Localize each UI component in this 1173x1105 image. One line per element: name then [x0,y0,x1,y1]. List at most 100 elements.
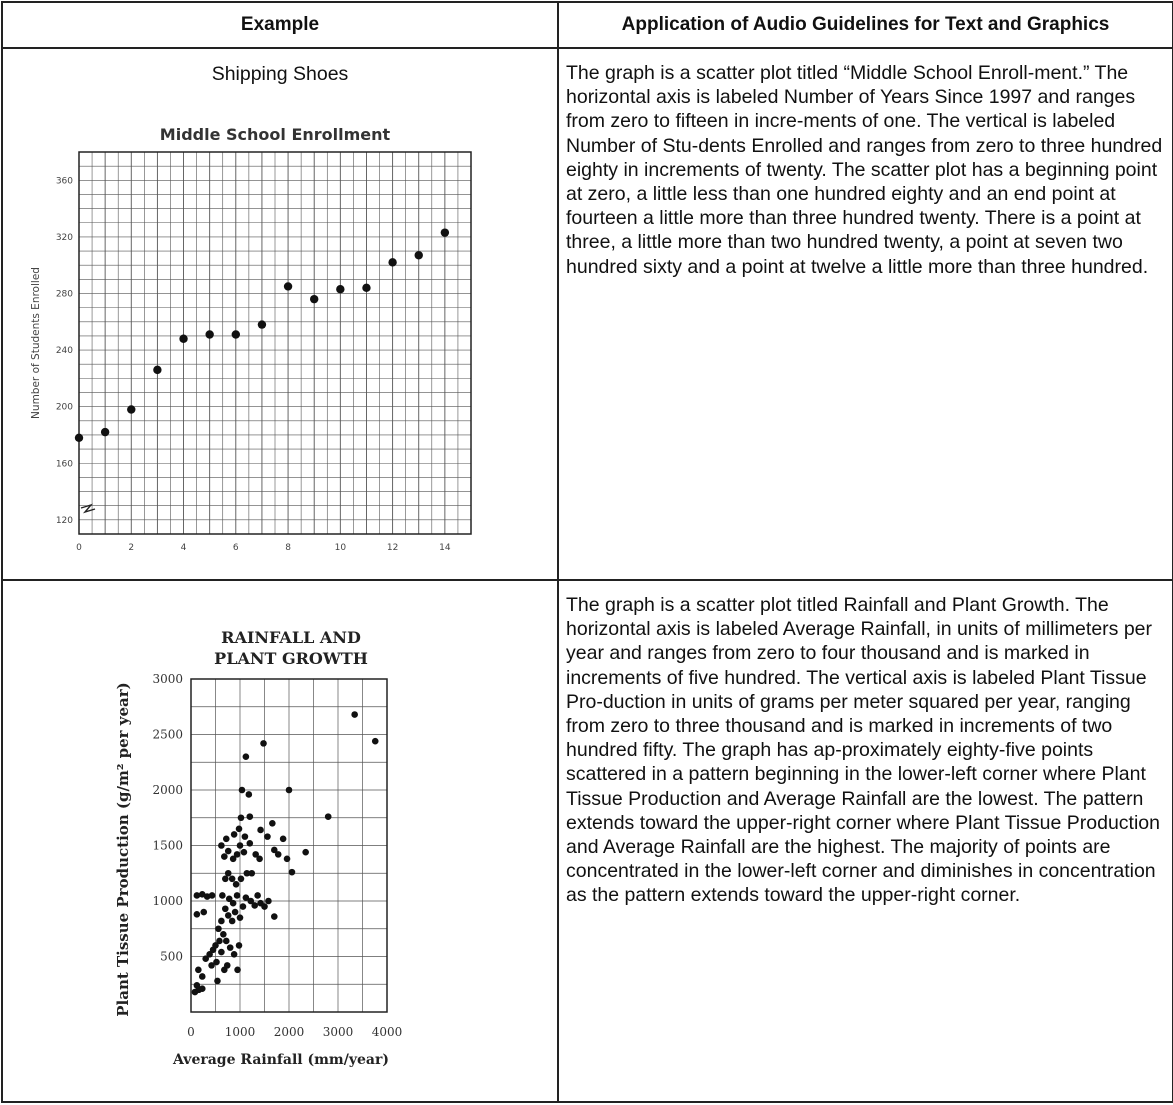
data-point [228,875,236,883]
data-point [224,847,232,855]
description-text: The graph is a scatter plot titled “Midd… [566,62,1163,278]
data-point [212,942,219,949]
data-point [223,962,231,969]
data-point [324,813,332,820]
data-point [251,902,258,909]
plot-border [190,678,388,1013]
data-point [127,405,136,414]
y-tick-label: 280 [56,289,73,299]
y-tick-label: 320 [56,233,73,243]
data-point [225,895,233,903]
x-tick-label: 4 [181,543,187,553]
data-point [283,855,291,863]
data-point [271,846,278,854]
data-point [179,334,188,343]
table-row: RAINFALL AND PLANT GROWTH 0 1000 2000 3000 400… [1,579,1173,1103]
x-axis-label: Average Rainfall (mm/year) [172,1052,389,1068]
y-axis-label: Number of Students Enrolled [30,267,42,419]
data-point [233,851,241,858]
data-point [252,851,259,858]
chart-title-line: PLANT GROWTH [214,649,368,668]
data-point [351,711,358,718]
y-tick-label: 3000 [152,672,183,686]
x-tick-label: 8 [285,543,291,553]
data-point [237,814,245,822]
data-point [224,869,232,877]
data-point [238,786,246,794]
data-point [336,285,345,294]
data-point [218,842,225,849]
data-point [236,842,244,849]
data-point [261,903,268,910]
data-point [205,330,214,339]
data-point [257,320,267,329]
data-point [235,942,243,949]
data-point [222,937,230,945]
x-tick-label: 12 [387,543,398,553]
plot-border [78,151,472,535]
chart-title: Middle School Enrollment [160,125,391,144]
description-text: The graph is a scatter plot titled Rainf… [566,594,1160,907]
data-point [242,894,250,901]
data-point [193,892,201,899]
data-point [271,913,278,920]
data-point [264,833,271,840]
data-point [246,839,254,847]
x-tick-label: 10 [335,543,347,553]
data-point [200,908,208,916]
data-point [230,950,238,958]
data-point [229,855,237,863]
x-tick-label: 1000 [225,1025,256,1039]
data-point [265,897,272,905]
data-point [256,855,263,863]
data-point [232,881,240,888]
x-tick-label: 3000 [323,1025,354,1039]
y-tick-label: 360 [56,176,73,186]
x-tick-label: 14 [439,543,451,553]
data-point [245,791,253,798]
data-point [218,948,225,956]
x-tick-label: 4000 [372,1025,403,1039]
data-point [248,869,256,877]
data-point [206,950,213,958]
x-tick-label: 2000 [274,1025,305,1039]
data-point [239,903,247,910]
axis-break-icon [80,503,96,514]
data-point [231,330,240,339]
x-tick-label: 0 [76,543,82,553]
data-point [226,944,234,951]
y-tick-label: 2500 [152,728,183,742]
data-point [213,958,220,966]
data-point [246,813,254,820]
example-cell: Shipping Shoes Middle School Enrollment 0… [1,47,559,581]
table-header-row: Example Application of Audio Guidelines … [1,1,1173,49]
data-point [234,966,241,974]
data-point [362,283,371,293]
data-point [240,848,248,856]
data-point [229,899,237,907]
data-point [388,258,397,267]
data-point [230,831,238,838]
header-application: Application of Audio Guidelines for Text… [557,1,1173,49]
data-point [214,977,221,985]
data-point [310,294,319,304]
data-point [241,833,249,840]
data-point [228,917,236,925]
data-point [222,835,230,843]
data-point [74,433,84,442]
data-point [288,868,296,876]
data-point [100,427,110,437]
data-point [440,228,450,237]
data-point [198,985,206,992]
data-point [198,973,206,980]
y-tick-label: 120 [56,516,73,526]
data-point [219,892,226,899]
y-tick-label: 2000 [152,783,183,797]
data-point [235,825,243,833]
x-tick-label: 6 [233,543,239,553]
data-point [208,892,216,899]
chart-title-line: RAINFALL AND [221,628,361,647]
x-tick-label: 2 [128,543,134,553]
data-point [302,848,309,856]
data-point [231,908,239,916]
